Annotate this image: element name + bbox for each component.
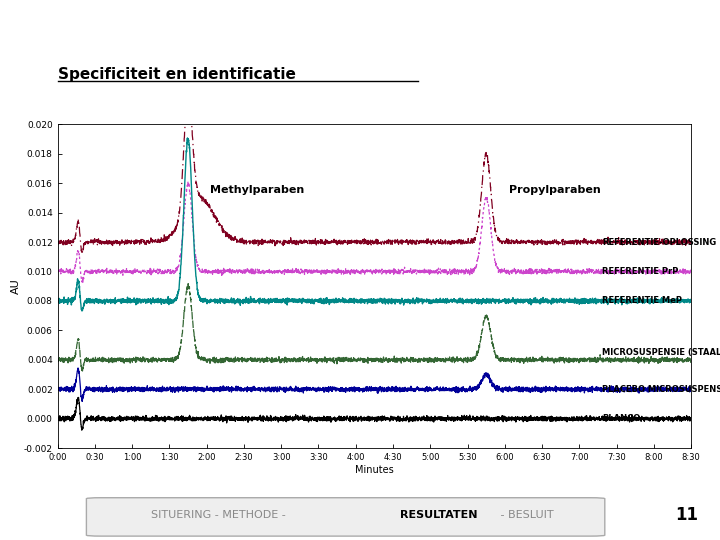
Text: SITUERING - METHODE -: SITUERING - METHODE - — [151, 510, 289, 519]
Text: PLACEBO MICROSUSPENSIE: PLACEBO MICROSUSPENSIE — [602, 385, 720, 394]
Text: REFERENTIE MeP: REFERENTIE MeP — [602, 296, 682, 306]
Text: REFERENTIE PrP: REFERENTIE PrP — [602, 267, 678, 276]
Text: - BESLUIT: - BESLUIT — [497, 510, 554, 519]
Text: Specificiteit en identificatie: Specificiteit en identificatie — [58, 68, 295, 83]
Text: 11: 11 — [675, 506, 698, 524]
Text: BLANCO: BLANCO — [602, 414, 640, 423]
Text: Validatie: Validatie — [29, 24, 139, 44]
Text: RESULTATEN: RESULTATEN — [400, 510, 477, 519]
Text: Propylparaben: Propylparaben — [508, 185, 600, 195]
Y-axis label: AU: AU — [11, 278, 21, 294]
X-axis label: Minutes: Minutes — [355, 465, 394, 475]
FancyBboxPatch shape — [86, 498, 605, 536]
Text: Methylparaben: Methylparaben — [210, 185, 305, 195]
Text: MICROSUSPENSIE (STAAL): MICROSUSPENSIE (STAAL) — [602, 348, 720, 357]
Text: REFERENTIE-OPLOSSING: REFERENTIE-OPLOSSING — [602, 238, 716, 247]
